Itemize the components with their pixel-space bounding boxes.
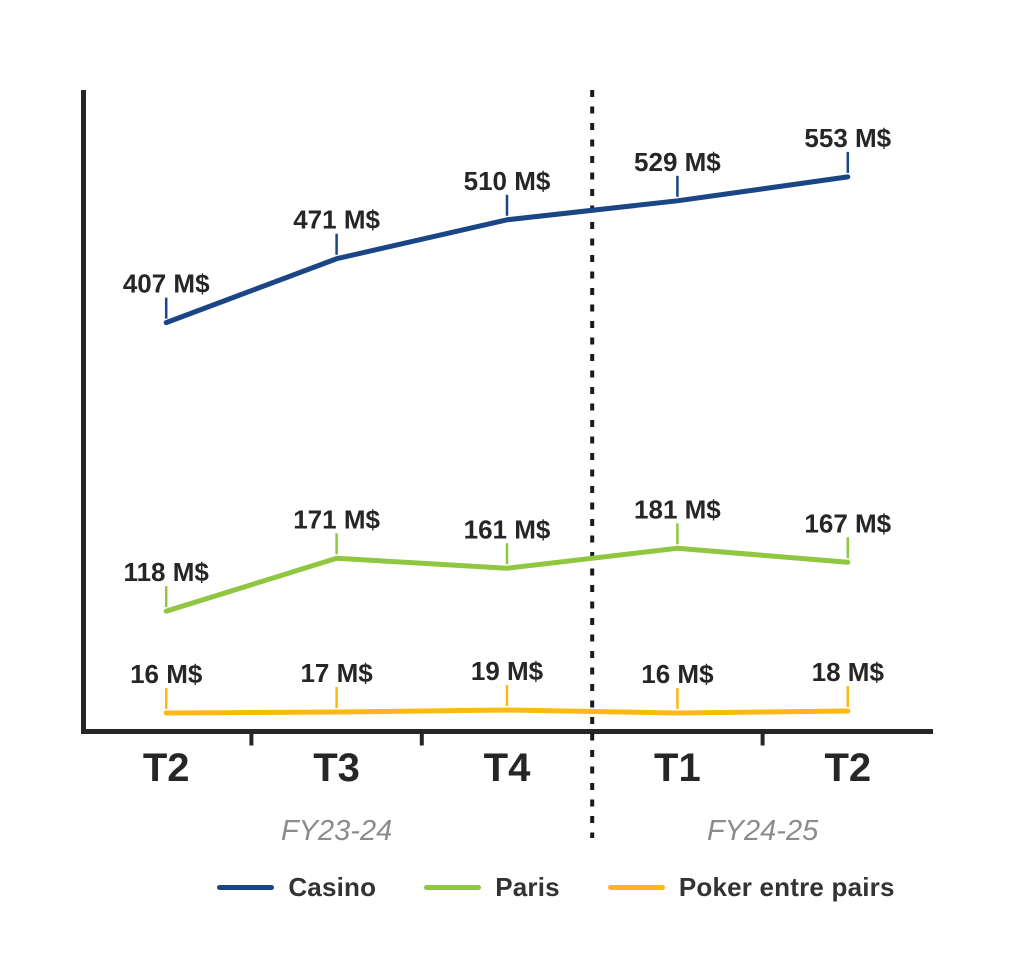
x-category-label: T1	[654, 746, 701, 790]
x-category-label: T2	[824, 746, 871, 790]
series-line-casino	[163, 174, 851, 326]
value-label-poker-entre-pairs: 16 M$	[641, 659, 714, 689]
fiscal-year-label: FY23-24	[281, 815, 392, 847]
legend-item-paris: Paris	[424, 872, 560, 903]
legend-label-paris: Paris	[495, 872, 560, 902]
value-label-paris: 167 M$	[804, 508, 891, 538]
legend-swatch-poker-entre-pairs	[607, 885, 665, 890]
value-label-paris: 161 M$	[464, 514, 551, 544]
value-label-poker-entre-pairs: 19 M$	[471, 656, 544, 686]
value-label-casino: 529 M$	[634, 147, 721, 177]
fiscal-year-label: FY24-25	[707, 815, 819, 847]
value-label-paris: 171 M$	[293, 504, 380, 534]
chart-legend: Casino Paris Poker entre pairs	[0, 872, 1012, 903]
value-label-poker-entre-pairs: 16 M$	[130, 659, 203, 689]
legend-item-casino: Casino	[217, 872, 376, 903]
value-label-paris: 118 M$	[124, 557, 210, 587]
legend-label-casino: Casino	[288, 872, 377, 902]
legend-label-poker-entre-pairs: Poker entre pairs	[678, 872, 895, 902]
value-label-poker-entre-pairs: 17 M$	[300, 658, 373, 688]
legend-swatch-paris	[424, 885, 482, 890]
value-label-paris: 181 M$	[634, 494, 721, 524]
x-category-label: T4	[484, 746, 531, 790]
series-line-poker-entre-pairs	[163, 707, 851, 716]
legend-item-poker-entre-pairs: Poker entre pairs	[607, 872, 895, 903]
value-label-casino: 553 M$	[804, 123, 891, 153]
value-label-poker-entre-pairs: 18 M$	[812, 657, 885, 687]
value-label-casino: 510 M$	[464, 166, 551, 196]
series-line-paris	[163, 545, 851, 614]
x-category-label: T2	[143, 746, 190, 790]
value-label-casino: 407 M$	[123, 269, 210, 299]
x-category-label: T3	[313, 746, 360, 790]
value-label-casino: 471 M$	[293, 205, 380, 235]
legend-swatch-casino	[217, 885, 275, 890]
